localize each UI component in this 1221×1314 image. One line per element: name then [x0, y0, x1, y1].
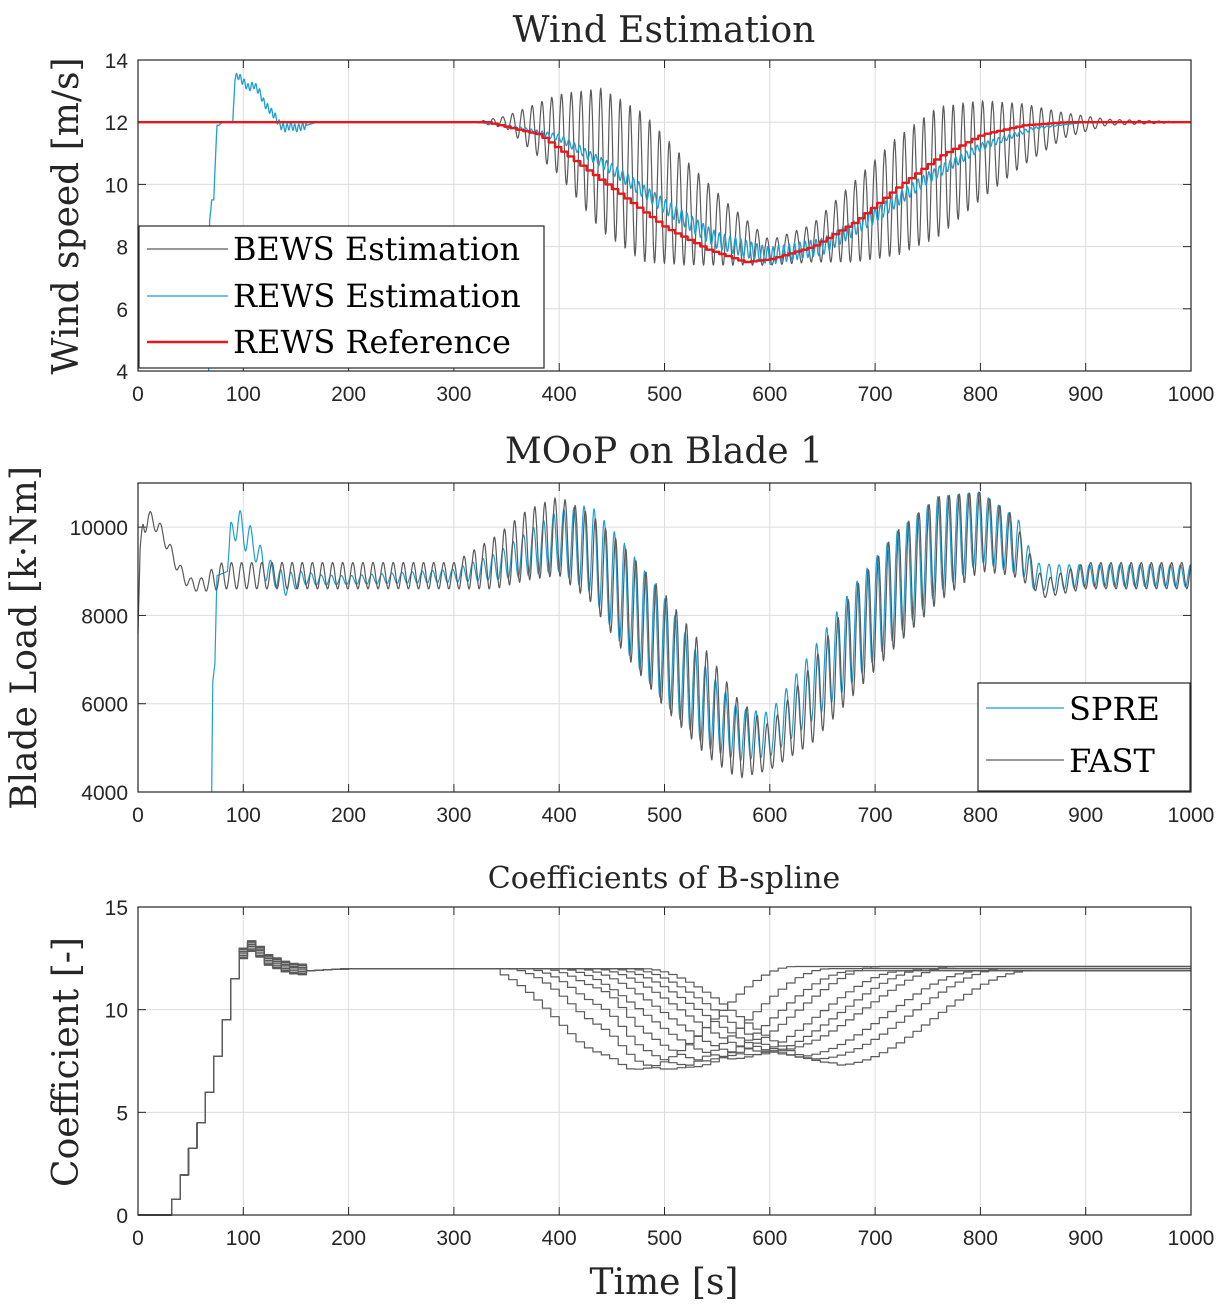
- legend-wind-estimation: BEWS Estimation REWS Estimation REWS Ref…: [138, 225, 545, 369]
- x-tick-label: 800: [963, 383, 998, 406]
- x-tick-label: 800: [963, 1227, 998, 1250]
- panel-wind-estimation: Wind Estimation Wind speed [m/s] 0 100 200…: [46, 10, 1214, 406]
- series-moop: [137, 491, 1192, 793]
- y-tick-label: 4: [116, 361, 128, 384]
- x-tick-label: 1000: [1168, 804, 1215, 827]
- y-tick-label: 14: [105, 50, 129, 73]
- x-tick-label: 900: [1068, 804, 1103, 827]
- x-tick-label: 400: [542, 383, 577, 406]
- x-tick-label: 200: [331, 383, 366, 406]
- ticks-bspline: 0 100 200 300 400 500 600 700 800 900 1000 0 5 10 15: [105, 897, 1215, 1250]
- y-tick-label: 10: [105, 1000, 128, 1023]
- x-tick-label: 500: [647, 383, 682, 406]
- y-tick-label: 8: [116, 237, 128, 260]
- x-tick-label: 700: [858, 383, 893, 406]
- ticks-moop: 0 100 200 300 400 500 600 700 800 900 1000 4000 6000…: [70, 483, 1215, 827]
- legend-box-wind: [138, 225, 545, 369]
- x-tick-label: 700: [858, 804, 893, 827]
- x-tick-label: 500: [647, 804, 682, 827]
- x-tick-label: 500: [647, 1227, 682, 1250]
- legend-label-rews-estimation: REWS Estimation: [233, 277, 521, 315]
- x-tick-label: 600: [752, 1227, 787, 1250]
- x-tick-label: 100: [226, 804, 261, 827]
- ticks-wind-estimation: 0 100 200 300 400 500 600 700 800 900 1000 4 6 8 10 12 1…: [105, 50, 1215, 406]
- series-bspline: [138, 940, 1191, 1216]
- legend-box-moop: [977, 682, 1191, 792]
- y-tick-label: 8000: [81, 605, 128, 628]
- x-tick-label: 300: [436, 383, 471, 406]
- x-tick-label: 700: [858, 1227, 893, 1250]
- line-coefficient: [138, 944, 1191, 1216]
- line-coefficient: [138, 950, 1191, 1216]
- legend-label-rews-reference: REWS Reference: [233, 323, 511, 361]
- y-axis-label-blade-load: Blade Load [k·Nm]: [4, 466, 45, 810]
- y-tick-label: 0: [116, 1205, 128, 1228]
- legend-label-spre: SPRE: [1069, 690, 1160, 728]
- series-wind-estimation: [137, 72, 1192, 372]
- plot-frame-wind-estimation: [137, 59, 1192, 372]
- line-coefficient: [138, 940, 1191, 1216]
- legend-moop: SPRE FAST: [977, 682, 1191, 792]
- y-tick-label: 6000: [81, 694, 128, 717]
- x-tick-label: 0: [132, 383, 144, 406]
- line-coefficient: [138, 943, 1191, 1216]
- y-axis-label-wind-speed: Wind speed [m/s]: [46, 57, 87, 374]
- y-tick-label: 10: [105, 174, 128, 197]
- x-tick-label: 900: [1068, 1227, 1103, 1250]
- x-tick-label: 0: [132, 1227, 144, 1250]
- x-tick-label: 1000: [1168, 383, 1215, 406]
- panel-title-wind-estimation: Wind Estimation: [513, 10, 816, 51]
- x-tick-label: 300: [436, 804, 471, 827]
- line-coefficient: [138, 940, 1191, 1216]
- x-tick-label: 0: [132, 804, 144, 827]
- x-tick-label: 200: [331, 804, 366, 827]
- x-tick-label: 400: [542, 1227, 577, 1250]
- x-tick-label: 900: [1068, 383, 1103, 406]
- x-axis-label-time: Time [s]: [590, 1262, 739, 1303]
- line-rews-reference: [138, 121, 1191, 264]
- y-tick-label: 6: [116, 299, 128, 322]
- y-axis-label-coefficient: Coefficient [-]: [46, 937, 87, 1187]
- panel-bspline-coefficients: Coefficients of B-spline Coefficient [-]…: [46, 861, 1214, 1303]
- x-tick-label: 200: [331, 1227, 366, 1250]
- x-tick-label: 600: [752, 804, 787, 827]
- legend-label-bews: BEWS Estimation: [233, 230, 520, 268]
- x-tick-label: 300: [436, 1227, 471, 1250]
- y-tick-label: 10000: [70, 517, 128, 540]
- line-coefficient: [138, 949, 1191, 1216]
- panel-moop-blade-1: MOoP on Blade 1 Blade Load [k·Nm] 0 100 20…: [4, 431, 1214, 827]
- x-tick-label: 800: [963, 804, 998, 827]
- x-tick-label: 100: [226, 1227, 261, 1250]
- panel-title-bspline: Coefficients of B-spline: [488, 861, 840, 896]
- x-tick-label: 1000: [1168, 1227, 1215, 1250]
- plot-frame-bspline: [137, 906, 1192, 1216]
- y-tick-label: 4000: [81, 782, 128, 805]
- grid-bspline: [138, 907, 1191, 1215]
- x-tick-label: 400: [542, 804, 577, 827]
- line-fast: [137, 491, 1192, 779]
- y-tick-label: 15: [105, 897, 128, 920]
- panel-title-moop: MOoP on Blade 1: [505, 431, 823, 472]
- x-tick-label: 100: [226, 383, 261, 406]
- plot-frame-moop: [137, 482, 1192, 793]
- y-tick-label: 5: [116, 1102, 128, 1125]
- line-spre: [211, 491, 1192, 793]
- y-tick-label: 12: [105, 112, 128, 135]
- x-tick-label: 600: [752, 383, 787, 406]
- legend-label-fast: FAST: [1069, 742, 1155, 780]
- line-coefficient: [138, 947, 1191, 1216]
